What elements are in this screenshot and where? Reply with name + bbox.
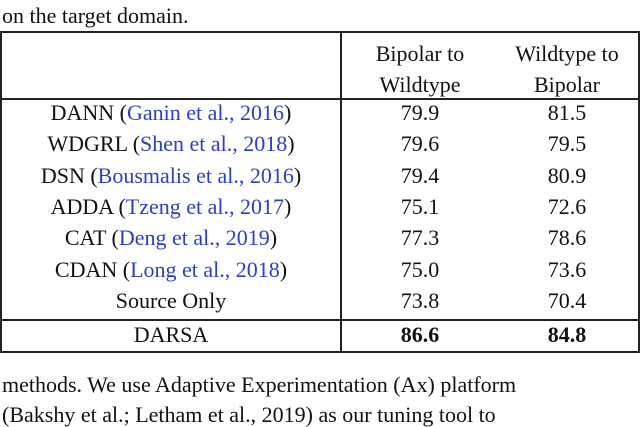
method-cell: CDAN (Long et al., 2018) <box>2 256 340 282</box>
method-name: Source Only <box>115 287 227 313</box>
citation: Long et al., 2018 <box>130 256 280 282</box>
method-cell: ADDA (Tzeng et al., 2017) <box>2 193 340 219</box>
method-name: CDAN ( <box>54 256 131 282</box>
value-cell: 75.0 <box>400 256 440 282</box>
body-text: methods. We use Adaptive Experimentation… <box>2 372 517 397</box>
value-cell: 84.8 <box>547 322 587 347</box>
value-cell: 79.5 <box>547 131 587 157</box>
method-cell: DANN (Ganin et al., 2016) <box>2 102 340 124</box>
method-name: ) <box>284 100 292 125</box>
value-cell: 70.4 <box>547 287 587 313</box>
value-cell: 79.4 <box>400 162 440 188</box>
value-cell: 79.9 <box>400 100 440 125</box>
method-name: DARSA <box>133 322 209 347</box>
table-rule <box>340 31 342 351</box>
body-text: (Bakshy et al.; Letham et al., 2019) as … <box>2 402 496 427</box>
page: on the target domain. Bipolar to Wildtype… <box>0 3 640 426</box>
method-name: ) <box>269 225 278 251</box>
method-cell: WDGRL (Shen et al., 2018) <box>2 133 340 155</box>
value-cell: 81.5 <box>547 100 587 125</box>
column-header: Wildtype to Bipolar <box>515 41 619 97</box>
caption-text: on the target domain. <box>2 3 189 28</box>
table-rule <box>638 31 640 351</box>
citation: Deng et al., 2019 <box>118 225 270 251</box>
method-name: ) <box>279 256 288 282</box>
value-cell: 77.3 <box>400 225 440 251</box>
method-name: DANN ( <box>50 100 128 125</box>
method-cell: CAT (Deng et al., 2019) <box>2 227 340 249</box>
table-rule <box>0 98 640 100</box>
value-cell: 73.8 <box>400 287 440 313</box>
value-cell: 72.6 <box>547 193 587 219</box>
citation: Bousmalis et al., 2016 <box>97 162 294 188</box>
method-name: ) <box>293 162 302 188</box>
method-cell: Source Only <box>2 287 340 313</box>
table-rule <box>0 351 640 353</box>
value-cell: 86.6 <box>400 322 440 347</box>
method-name: DSN ( <box>40 162 98 188</box>
citation: Shen et al., 2018 <box>140 131 288 157</box>
value-cell: 78.6 <box>547 225 587 251</box>
column-header: Bipolar to Wildtype <box>375 41 465 97</box>
citation: Ganin et al., 2016 <box>127 100 285 125</box>
method-name: ) <box>284 193 292 219</box>
value-cell: 75.1 <box>400 193 440 219</box>
value-cell: 79.6 <box>400 131 440 157</box>
value-cell: 80.9 <box>547 162 587 188</box>
method-name: CAT ( <box>64 225 119 251</box>
table-rule <box>0 319 640 321</box>
method-name: ) <box>287 131 295 157</box>
method-cell: DSN (Bousmalis et al., 2016) <box>2 162 340 188</box>
method-name: ADDA ( <box>50 193 126 219</box>
method-name: WDGRL ( <box>47 131 141 157</box>
table-rule <box>0 31 640 33</box>
citation: Tzeng et al., 2017 <box>125 193 285 219</box>
method-cell: DARSA <box>2 324 340 346</box>
table-rule <box>0 31 2 351</box>
value-cell: 73.6 <box>547 256 587 282</box>
